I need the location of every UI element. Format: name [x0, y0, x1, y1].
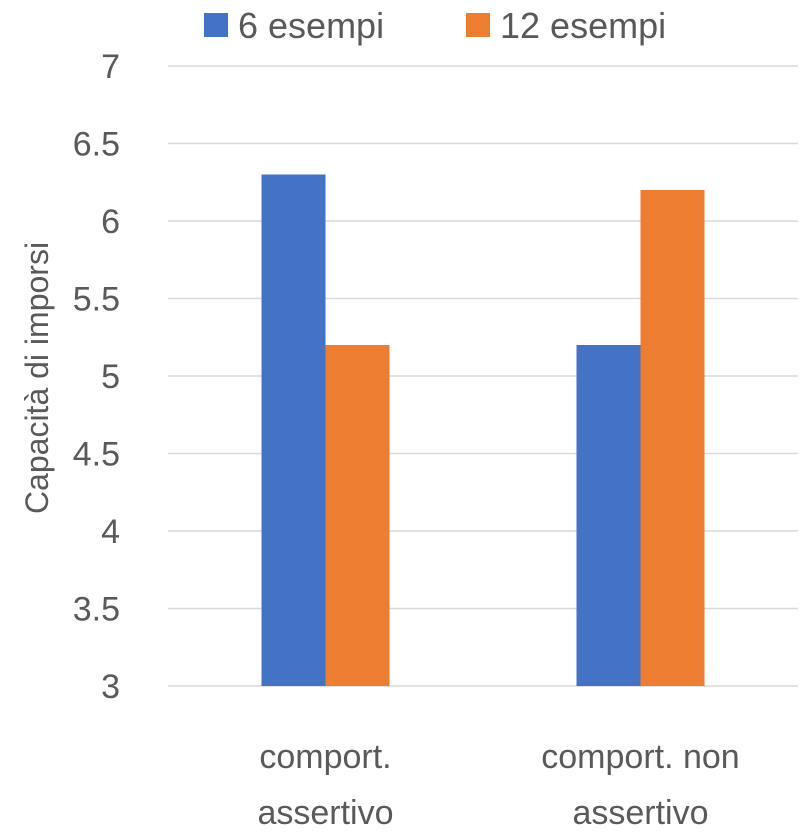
legend-swatch: [204, 13, 228, 37]
y-axis-ticks: 3 3.5 4 4.5 5 5.5 6 6.5 7: [73, 48, 120, 706]
bars: [261, 174, 705, 686]
y-tick-label: 5: [101, 358, 120, 396]
x-axis-categories: comport. assertivo comport. non assertivo: [257, 738, 739, 832]
y-tick-label: 6: [101, 203, 120, 241]
legend: 6 esempi 12 esempi: [204, 5, 666, 46]
y-axis-label: Capacità di imporsi: [19, 242, 55, 514]
bar-6-esempi-0: [261, 174, 326, 686]
y-tick-label: 4.5: [73, 436, 120, 474]
y-tick-label: 7: [101, 48, 120, 86]
x-category-label: assertivo: [572, 794, 708, 828]
y-tick-label: 4: [101, 513, 120, 551]
y-tick-label: 5.5: [73, 281, 120, 319]
y-tick-label: 3.5: [73, 591, 120, 629]
legend-swatch: [466, 13, 490, 37]
x-category-label: comport. non: [541, 738, 739, 776]
y-tick-label: 6.5: [73, 126, 120, 164]
bar-6-esempi-1: [576, 345, 641, 686]
y-tick-label: 3: [101, 668, 120, 706]
legend-label: 6 esempi: [238, 5, 384, 46]
bar-12-esempi-0: [325, 345, 390, 686]
x-category-label: comport.: [259, 738, 391, 776]
x-category-label: assertivo: [257, 794, 393, 828]
bar-12-esempi-1: [640, 190, 705, 686]
legend-label: 12 esempi: [500, 5, 666, 46]
